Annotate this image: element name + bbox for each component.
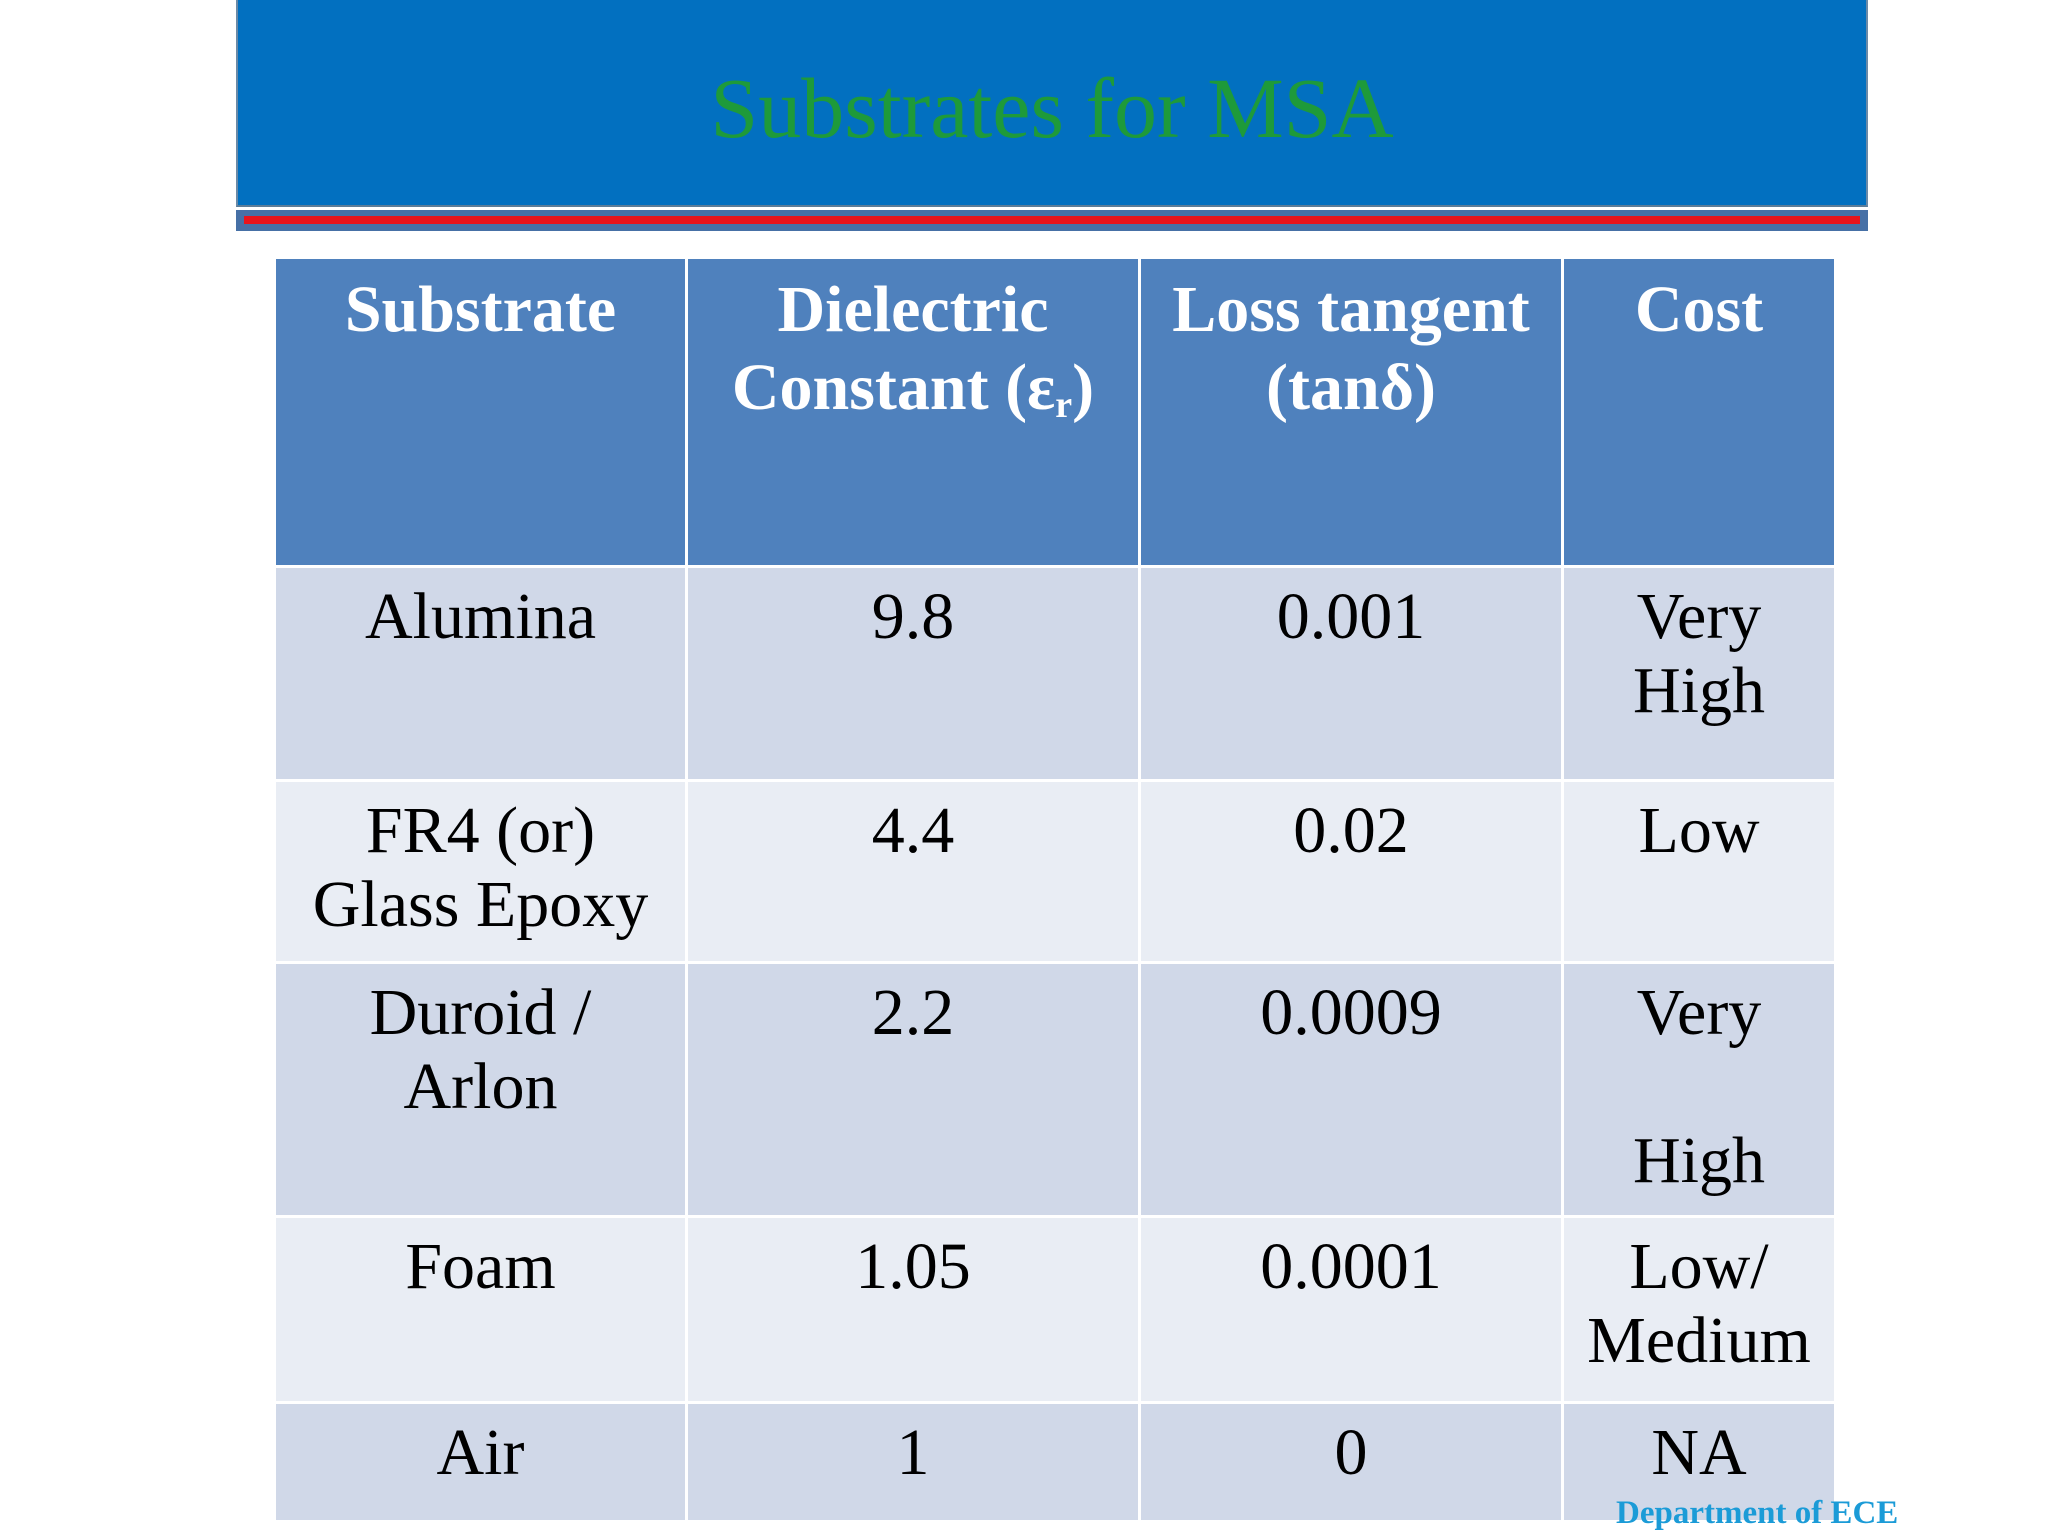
header-dielectric-subscript: r [1055, 384, 1073, 426]
cell-dielectric-constant: 2.2 [685, 961, 1141, 1218]
footer-department: Department of ECE [1616, 1495, 1899, 1531]
header-dielectric-constant: Dielectric Constant (εr) [685, 256, 1141, 568]
cell-cost: NA [1561, 1401, 1837, 1523]
cell-substrate: Air [273, 1401, 688, 1523]
header-loss-line1: Loss tangent [1172, 273, 1530, 346]
substrate-table-container: Substrate Dielectric Constant (εr) Loss … [273, 256, 1837, 1523]
cell-loss-tangent: 0.0001 [1138, 1215, 1564, 1404]
cell-substrate: Foam [273, 1215, 688, 1404]
cell-loss-tangent: 0.02 [1138, 779, 1564, 964]
cell-dielectric-constant: 4.4 [685, 779, 1141, 964]
cell-cost: Low [1561, 779, 1837, 964]
table-row: Duroid / Arlon 2.2 0.0009 Very High [273, 961, 1837, 1218]
header-cost: Cost [1561, 256, 1837, 568]
header-dielectric-line2: Constant (εr) [688, 349, 1138, 444]
header-substrate-label: Substrate [344, 273, 617, 346]
table-row: Foam 1.05 0.0001 Low/ Medium [273, 1215, 1837, 1404]
header-cost-label: Cost [1634, 273, 1764, 346]
cell-cost: Very High [1561, 961, 1837, 1218]
cell-dielectric-constant: 9.8 [685, 565, 1141, 782]
title-bar: Substrates for MSA [236, 0, 1868, 207]
cell-loss-tangent: 0.0009 [1138, 961, 1564, 1218]
header-dielectric-line1: Dielectric [777, 273, 1049, 346]
cell-substrate: FR4 (or) Glass Epoxy [273, 779, 688, 964]
substrate-table: Substrate Dielectric Constant (εr) Loss … [273, 256, 1837, 1523]
cell-dielectric-constant: 1 [685, 1401, 1141, 1523]
header-loss-tangent: Loss tangent (tanδ) [1138, 256, 1564, 568]
table-row: FR4 (or) Glass Epoxy 4.4 0.02 Low [273, 779, 1837, 964]
cell-substrate: Alumina [273, 565, 688, 782]
header-dielectric-line2-pre: Constant (ε [731, 351, 1056, 424]
cell-dielectric-constant: 1.05 [685, 1215, 1141, 1404]
header-substrate: Substrate [273, 256, 688, 568]
slide-title: Substrates for MSA [710, 60, 1394, 156]
red-accent-rule [244, 216, 1860, 224]
table-row: Alumina 9.8 0.001 Very High [273, 565, 1837, 782]
title-underline [236, 210, 1868, 231]
cell-loss-tangent: 0.001 [1138, 565, 1564, 782]
table-row: Air 1 0 NA [273, 1401, 1837, 1523]
cell-cost: Very High [1561, 565, 1837, 782]
table-header-row: Substrate Dielectric Constant (εr) Loss … [273, 256, 1837, 568]
header-dielectric-line2-post: ) [1072, 351, 1095, 424]
cell-loss-tangent: 0 [1138, 1401, 1564, 1523]
cell-cost: Low/ Medium [1561, 1215, 1837, 1404]
header-loss-line2: (tanδ) [1266, 351, 1436, 424]
cell-substrate: Duroid / Arlon [273, 961, 688, 1218]
